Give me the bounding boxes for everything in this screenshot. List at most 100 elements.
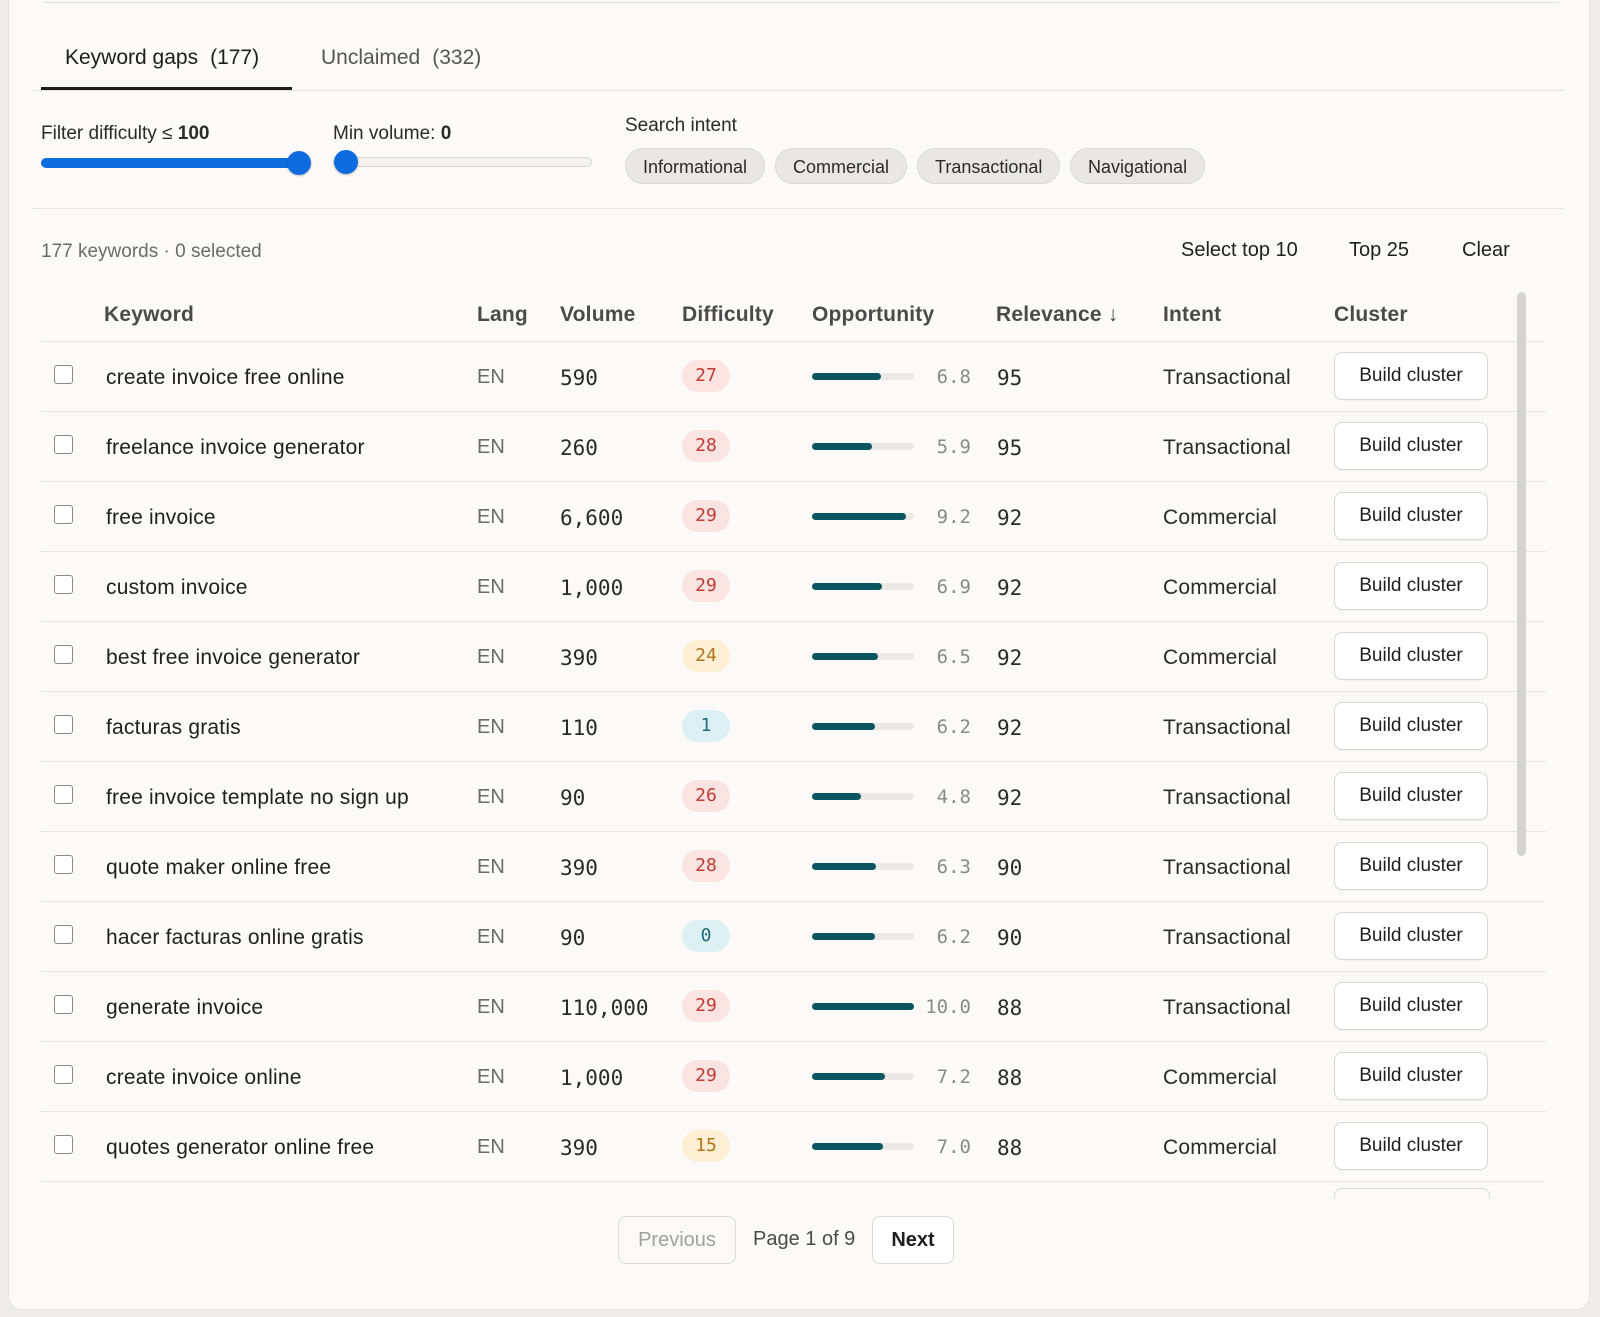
build-cluster-button[interactable]: Build cluster — [1334, 1052, 1488, 1100]
volume-cell: 90 — [560, 926, 586, 950]
previous-page-button[interactable]: Previous — [618, 1216, 736, 1264]
row-checkbox[interactable] — [54, 505, 73, 524]
lang-cell: EN — [477, 926, 505, 948]
volume-cell: 390 — [560, 856, 598, 880]
opportunity-bar-fill — [812, 513, 906, 520]
intent-chip-transactional[interactable]: Transactional — [917, 148, 1061, 184]
volume-cell: 1,000 — [560, 1066, 624, 1090]
row-checkbox[interactable] — [54, 715, 73, 734]
column-difficulty[interactable]: Difficulty — [682, 303, 774, 326]
difficulty-badge: 28 — [682, 850, 730, 882]
row-checkbox[interactable] — [54, 995, 73, 1014]
top-25-button[interactable]: Top 25 — [1349, 239, 1410, 261]
page-indicator: Page 1 of 9 — [753, 1228, 856, 1250]
intent-chip-commercial[interactable]: Commercial — [775, 148, 908, 184]
opportunity-bar — [812, 373, 914, 380]
volume-slider-thumb[interactable] — [334, 150, 358, 174]
row-checkbox[interactable] — [54, 925, 73, 944]
build-cluster-button[interactable]: Build cluster — [1334, 842, 1488, 890]
lang-cell: EN — [477, 856, 505, 878]
column-cluster: Cluster — [1334, 303, 1408, 326]
difficulty-badge: 28 — [682, 430, 730, 462]
table-row[interactable]: hacer facturas online gratis EN 90 0 6.2 90 Tr… — [41, 902, 1546, 972]
intent-cell: Transactional — [1163, 996, 1291, 1019]
intent-chip-navigational[interactable]: Navigational — [1070, 148, 1206, 184]
row-checkbox[interactable] — [54, 785, 73, 804]
row-checkbox[interactable] — [54, 1065, 73, 1084]
opportunity-bar-fill — [812, 583, 883, 590]
opportunity-bar — [812, 583, 914, 590]
table-row[interactable]: custom invoice EN 1,000 29 6.9 92 Commercial Bu… — [41, 552, 1546, 622]
intent-cell: Transactional — [1163, 926, 1291, 949]
column-opportunity[interactable]: Opportunity — [812, 303, 935, 326]
clear-button[interactable]: Clear — [1462, 239, 1510, 261]
table-row[interactable]: best free invoice generator EN 390 24 6.5 92 C… — [41, 622, 1546, 692]
tab-unclaimed[interactable]: Unclaimed (332) — [297, 36, 505, 90]
volume-slider[interactable] — [333, 150, 592, 174]
row-checkbox[interactable] — [54, 435, 73, 454]
column-keyword[interactable]: Keyword — [104, 303, 195, 326]
lang-cell: EN — [477, 646, 505, 668]
intent-chip-informational[interactable]: Informational — [625, 148, 766, 184]
select-top-10-button[interactable]: Select top 10 — [1181, 239, 1298, 261]
keyword-cell: quotes generator online free — [106, 1136, 375, 1159]
keyword-cell: best free invoice generator — [106, 646, 361, 669]
table-row[interactable]: freelance invoice generator EN 260 28 5.9 95 T… — [41, 412, 1546, 482]
tab-keyword-gaps[interactable]: Keyword gaps (177) — [41, 36, 292, 90]
relevance-cell: 92 — [997, 506, 1023, 530]
column-lang[interactable]: Lang — [477, 303, 528, 326]
keyword-cell: facturas gratis — [106, 716, 241, 739]
table-row[interactable]: free invoice EN 6,600 29 9.2 92 Commercial Buil… — [41, 482, 1546, 552]
table-row[interactable]: create invoice free online EN 590 27 6.8 95 Tr… — [41, 342, 1546, 412]
build-cluster-button[interactable]: Build cluster — [1334, 632, 1488, 680]
build-cluster-button[interactable]: Build cluster — [1334, 912, 1488, 960]
build-cluster-button[interactable]: Build cluster — [1334, 772, 1488, 820]
column-volume[interactable]: Volume — [560, 303, 636, 326]
volume-cell: 6,600 — [560, 506, 624, 530]
difficulty-slider[interactable] — [41, 151, 311, 175]
table-row[interactable]: create invoice online EN 1,000 29 7.2 88 Comme… — [41, 1042, 1546, 1112]
opportunity-bar — [812, 933, 914, 940]
row-checkbox[interactable] — [54, 1135, 73, 1154]
intent-cell: Commercial — [1163, 506, 1278, 529]
table-row[interactable]: facturas gratis EN 110 1 6.2 92 Transactional B… — [41, 692, 1546, 762]
build-cluster-button[interactable]: Build cluster — [1334, 1122, 1488, 1170]
build-cluster-button[interactable]: Build cluster — [1334, 422, 1488, 470]
relevance-cell: 95 — [997, 366, 1023, 390]
lang-cell: EN — [477, 576, 505, 598]
relevance-cell: 88 — [997, 1136, 1023, 1160]
row-checkbox[interactable] — [54, 365, 73, 384]
table-row[interactable]: generate invoice EN 110,000 29 10.0 88 Transac… — [41, 972, 1546, 1042]
build-cluster-button[interactable]: Build cluster — [1334, 702, 1488, 750]
row-checkbox[interactable] — [54, 645, 73, 664]
difficulty-badge: 1 — [682, 710, 730, 742]
next-page-button[interactable]: Next — [872, 1216, 954, 1264]
table-row[interactable]: free invoice template no sign up EN 90 26 4.… — [41, 762, 1546, 832]
opportunity-bar-fill — [812, 933, 876, 940]
build-cluster-button[interactable]: Build cluster — [1334, 562, 1488, 610]
build-cluster-button[interactable]: Build cluster — [1334, 492, 1488, 540]
column-relevance-sorted[interactable]: Relevance ↓ — [996, 303, 1119, 326]
table-row[interactable]: quotes generator online free EN 390 15 7.0 88… — [41, 1112, 1546, 1182]
row-checkbox[interactable] — [54, 855, 73, 874]
intent-cell: Transactional — [1163, 436, 1291, 459]
difficulty-badge: 27 — [682, 360, 730, 392]
build-cluster-button[interactable]: Build cluster — [1334, 352, 1488, 400]
build-cluster-button[interactable]: Build cluster — [1334, 982, 1488, 1030]
column-intent[interactable]: Intent — [1163, 303, 1222, 326]
table-scrollbar[interactable] — [1517, 292, 1526, 856]
volume-filter-label: Min volume: 0 — [333, 123, 451, 145]
filter-bar: Filter difficulty ≤ 100 Min volume: 0 Se… — [33, 104, 1564, 209]
relevance-cell: 90 — [997, 926, 1023, 950]
difficulty-label-text: Filter difficulty ≤ — [41, 123, 178, 144]
keyword-cell: create invoice online — [106, 1066, 302, 1089]
opportunity-bar-fill — [812, 1143, 884, 1150]
table-row[interactable]: quote maker online free EN 390 28 6.3 90 Trans… — [41, 832, 1546, 902]
search-intent-label: Search intent — [625, 115, 737, 136]
difficulty-badge: 15 — [682, 1130, 730, 1162]
row-checkbox[interactable] — [54, 575, 73, 594]
difficulty-slider-thumb[interactable] — [287, 151, 311, 175]
keyword-cell: hacer facturas online gratis — [106, 926, 364, 949]
lang-cell: EN — [477, 506, 505, 528]
keyword-cell: free invoice — [106, 506, 216, 529]
